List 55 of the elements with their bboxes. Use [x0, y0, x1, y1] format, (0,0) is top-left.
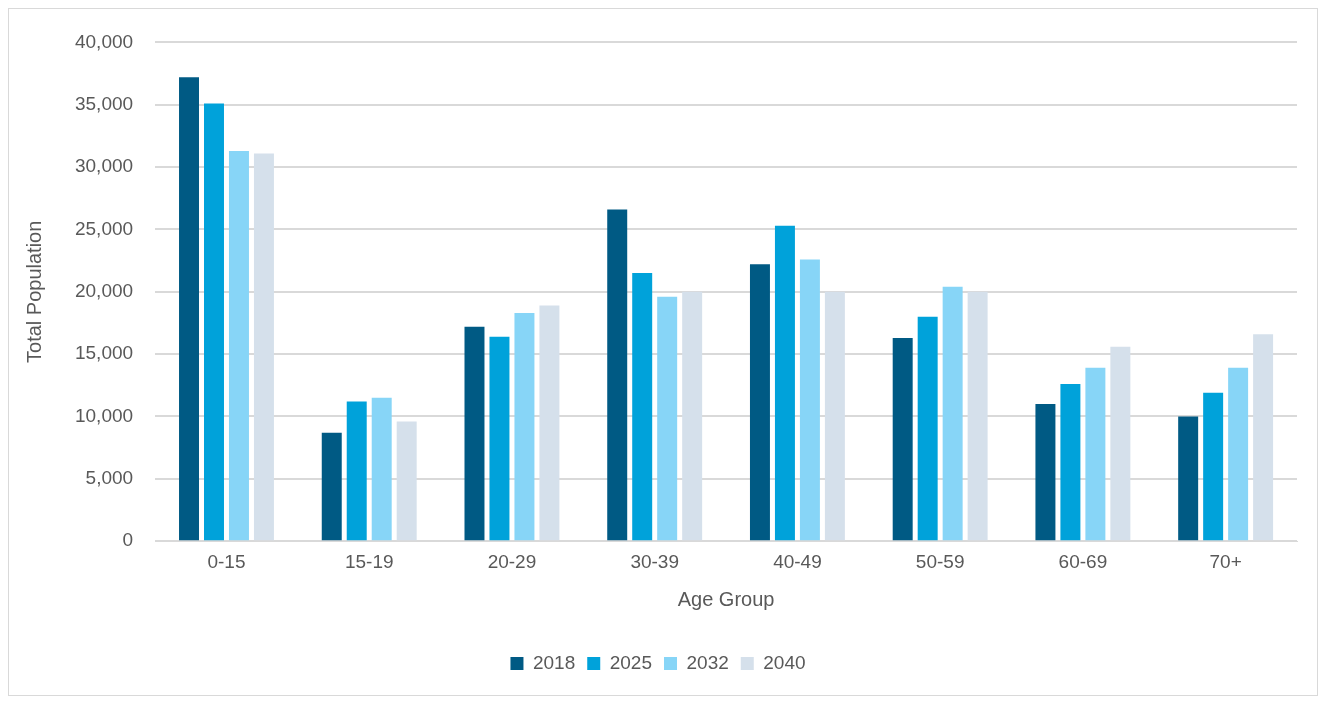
- bar: [179, 77, 200, 541]
- bar: [396, 421, 417, 541]
- y-tick-label: 20,000: [74, 280, 134, 302]
- bar: [967, 291, 988, 541]
- legend-label: 2018: [532, 651, 576, 673]
- x-tick-label: 15-19: [344, 550, 394, 572]
- y-tick-label: 5,000: [85, 467, 134, 489]
- y-tick-label: 0: [122, 529, 134, 551]
- bar: [942, 286, 963, 541]
- bar: [514, 313, 535, 541]
- bar: [607, 209, 628, 541]
- y-tick-label: 35,000: [74, 92, 134, 114]
- y-tick-label: 30,000: [74, 155, 134, 177]
- bar: [892, 337, 913, 541]
- x-tick-label: 70+: [1209, 550, 1242, 572]
- x-axis-title: Age Group: [677, 587, 775, 610]
- x-tick-label: 50-59: [915, 550, 965, 572]
- bar: [799, 259, 820, 541]
- bar: [321, 432, 342, 541]
- bar: [1035, 404, 1056, 541]
- y-tick-label: 25,000: [74, 217, 134, 239]
- x-tick-label: 60-69: [1058, 550, 1108, 572]
- x-tick-label: 30-39: [630, 550, 679, 572]
- x-tick-label: 0-15: [207, 550, 246, 572]
- legend-label: 2032: [686, 651, 729, 673]
- bar: [632, 273, 653, 541]
- bar: [917, 316, 938, 541]
- bar: [1253, 334, 1274, 541]
- bar: [228, 150, 249, 541]
- bar: [1110, 346, 1131, 541]
- bar: [824, 291, 845, 541]
- x-tick-label: 20-29: [487, 550, 537, 572]
- bar: [682, 291, 703, 541]
- legend-label: 2040: [763, 651, 806, 673]
- bar: [464, 326, 485, 541]
- bar: [1060, 384, 1081, 541]
- bar: [657, 296, 678, 541]
- bar: [204, 103, 224, 541]
- legend-label: 2025: [609, 651, 653, 673]
- bar: [1085, 367, 1106, 541]
- bar: [346, 401, 367, 541]
- bar: [749, 264, 770, 541]
- y-tick-label: 10,000: [74, 404, 134, 426]
- bar: [253, 153, 274, 541]
- x-tick-label: 40-49: [773, 550, 822, 572]
- bar: [1178, 416, 1199, 541]
- bar: [1228, 367, 1249, 541]
- bar: [1203, 392, 1224, 541]
- y-tick-label: 15,000: [74, 342, 134, 364]
- y-tick-label: 40,000: [74, 30, 134, 52]
- bar: [489, 336, 510, 541]
- bar: [371, 397, 392, 541]
- bar: [774, 225, 795, 541]
- y-axis-title: Total Population: [22, 220, 45, 363]
- bar: [539, 305, 560, 541]
